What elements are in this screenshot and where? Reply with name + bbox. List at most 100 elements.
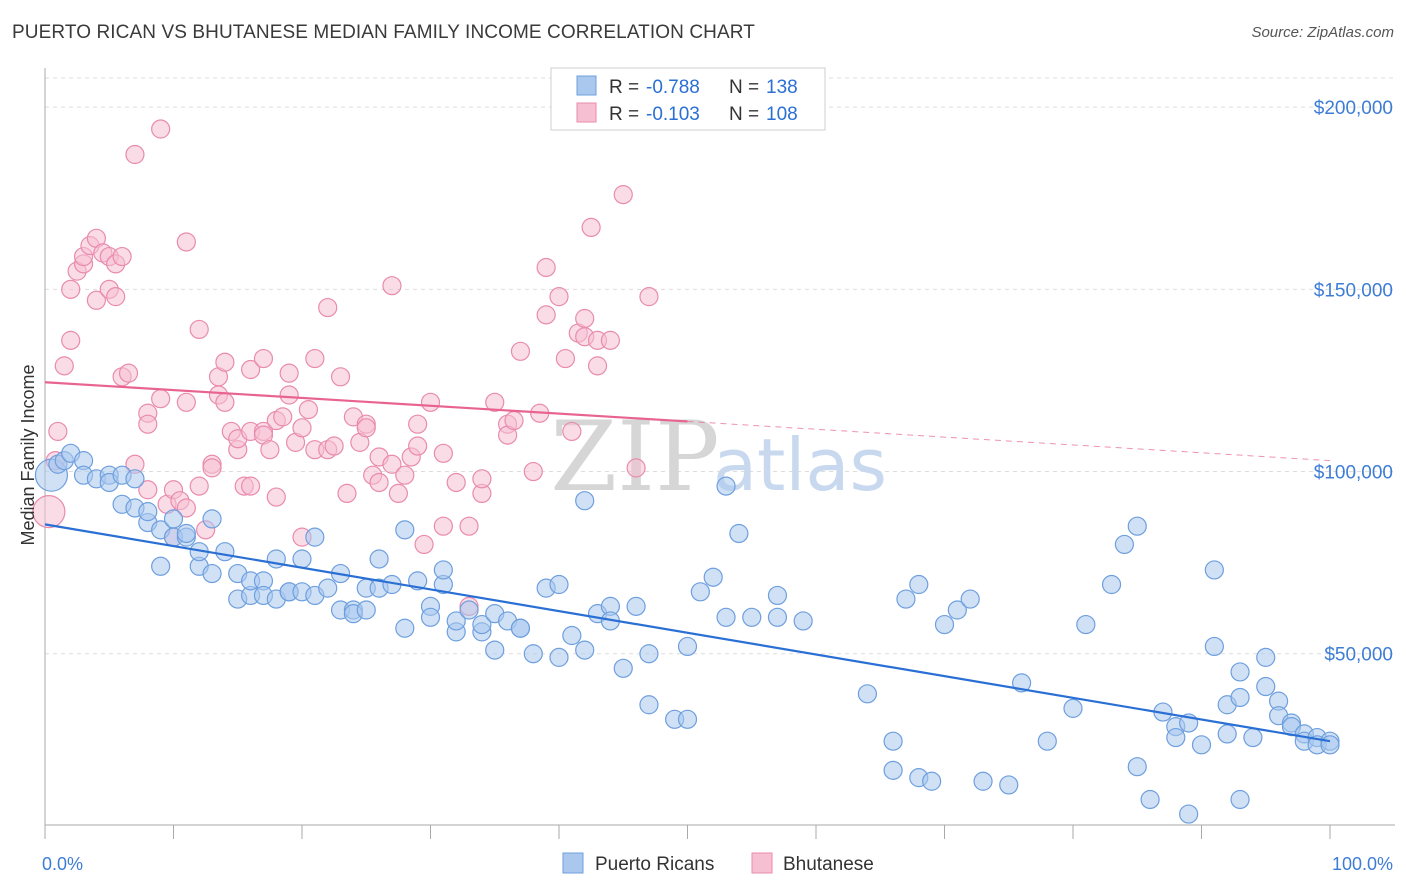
puerto-rican-point (1256, 647, 1276, 667)
legend-n-value-1: 138 (766, 77, 798, 98)
puerto-rican-point (1191, 735, 1212, 755)
bhutanese-point (337, 483, 357, 504)
bhutanese-point (215, 392, 235, 412)
bhutanese-point (510, 341, 531, 361)
puerto-rican-point (420, 607, 441, 627)
bottom-legend-swatch-pink (751, 852, 773, 874)
bhutanese-point (446, 472, 466, 493)
bhutanese-point (536, 305, 556, 325)
legend-r-value-2: -0.103 (646, 104, 700, 125)
legend-swatch-blue (576, 75, 597, 96)
puerto-rican-point (1204, 560, 1224, 580)
puerto-rican-point (575, 491, 595, 511)
bhutanese-trend-line-dashed (687, 420, 1331, 462)
bhutanese-point (549, 287, 569, 307)
puerto-rican-point (395, 618, 415, 638)
puerto-rican-point (1256, 676, 1276, 697)
bhutanese-point (420, 392, 441, 412)
puerto-rican-point (1101, 574, 1122, 595)
puerto-rican-point (1166, 727, 1186, 748)
bhutanese-point (433, 443, 453, 463)
puerto-rican-point (1127, 516, 1147, 536)
puerto-rican-point (716, 476, 736, 496)
puerto-rican-point (125, 469, 145, 489)
puerto-rican-point (639, 644, 659, 664)
y-tick-label-0: $50,000 (1324, 645, 1393, 666)
puerto-rican-point (575, 640, 595, 660)
puerto-rican-point (883, 731, 903, 751)
bhutanese-point (388, 483, 408, 504)
puerto-rican-point (408, 571, 428, 591)
y-tick-label-1: $100,000 (1314, 463, 1393, 484)
bhutanese-point (241, 359, 261, 380)
puerto-rican-point (857, 684, 878, 704)
bhutanese-point (241, 476, 261, 496)
y-tick-label-2: $150,000 (1314, 280, 1393, 301)
puerto-rican-point (369, 549, 389, 569)
bhutanese-point (176, 232, 196, 252)
legend-r-label-1: R = (609, 77, 639, 98)
puerto-rican-point (1140, 789, 1160, 810)
bhutanese-point (279, 363, 299, 383)
puerto-rican-point (677, 636, 698, 657)
y-axis-label: Median Family Income (18, 364, 38, 545)
bhutanese-point (613, 185, 633, 205)
puerto-rican-point (677, 709, 698, 729)
bhutanese-point (279, 385, 299, 405)
y-tick-labels: $50,000 $100,000 $150,000 $200,000 (1314, 98, 1393, 666)
puerto-rican-point (1230, 687, 1250, 708)
bhutanese-point (562, 421, 582, 442)
puerto-rican-point (1127, 757, 1147, 777)
bhutanese-point (176, 498, 196, 518)
bhutanese-point (408, 436, 428, 456)
bhutanese-point (202, 458, 222, 478)
bhutanese-point (176, 392, 196, 412)
puerto-rican-point (318, 578, 338, 598)
puerto-rican-point (202, 563, 222, 584)
puerto-rican-points (34, 443, 1340, 824)
puerto-rican-point (202, 509, 222, 529)
bhutanese-point (138, 414, 158, 434)
bhutanese-point (639, 287, 659, 307)
bhutanese-point (626, 458, 646, 478)
source-label: Source: ZipAtlas.com (1251, 24, 1394, 41)
puerto-rican-point (485, 640, 505, 660)
bhutanese-point (369, 472, 389, 493)
bottom-legend-puerto-ricans: Puerto Ricans (595, 854, 714, 875)
puerto-rican-point (1204, 636, 1224, 657)
puerto-rican-point (292, 549, 312, 569)
bhutanese-point (305, 348, 325, 369)
legend-swatch-pink (576, 102, 597, 123)
bottom-legend: Puerto Ricans Bhutanese (562, 852, 874, 875)
legend-r-value-1: -0.788 (646, 77, 700, 98)
bhutanese-point (504, 410, 524, 431)
puerto-rican-point (1037, 731, 1057, 751)
puerto-rican-point (922, 771, 942, 791)
bhutanese-point (382, 276, 402, 296)
puerto-rican-trend-line (44, 523, 1331, 743)
puerto-rican-point (973, 771, 993, 791)
chart-title: PUERTO RICAN VS BHUTANESE MEDIAN FAMILY … (12, 22, 755, 43)
axes (44, 68, 1395, 839)
bhutanese-point (151, 119, 171, 139)
puerto-rican-point (1320, 735, 1340, 755)
puerto-rican-point (909, 574, 929, 595)
trend-lines (44, 381, 1331, 743)
bhutanese-point (260, 440, 280, 460)
bhutanese-point (459, 516, 479, 536)
x-tick-labels: 0.0% 100.0% (42, 854, 1393, 874)
bhutanese-trend-line (44, 381, 688, 423)
puerto-rican-point (626, 596, 646, 616)
puerto-rican-point (1114, 534, 1135, 555)
bhutanese-point (536, 257, 556, 278)
puerto-rican-point (433, 560, 453, 580)
puerto-rican-point (459, 600, 479, 620)
top-legend: R = -0.788 N = 138 R = -0.103 N = 108 (550, 67, 826, 131)
bhutanese-point (298, 399, 319, 420)
bhutanese-point (356, 418, 376, 438)
legend-n-label-2: N = (729, 104, 759, 125)
legend-box (550, 67, 826, 131)
puerto-rican-point (896, 589, 916, 609)
bhutanese-point (215, 352, 235, 372)
